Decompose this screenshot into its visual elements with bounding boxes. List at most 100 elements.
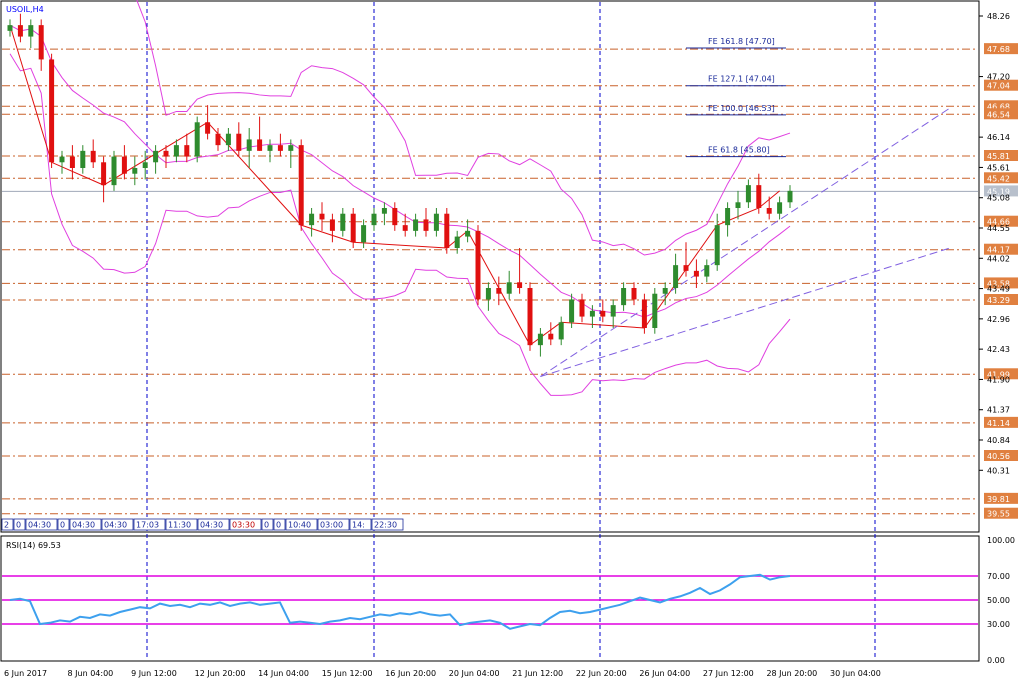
candle[interactable]: [288, 145, 294, 151]
candle[interactable]: [589, 310, 595, 317]
candle[interactable]: [537, 333, 543, 346]
session-box[interactable]: [285, 518, 318, 531]
candle[interactable]: [7, 25, 13, 31]
candle[interactable]: [121, 156, 127, 174]
rsi-line[interactable]: [9, 573, 791, 630]
session-box[interactable]: [69, 518, 102, 531]
session-box[interactable]: [273, 518, 286, 531]
candle[interactable]: [444, 213, 450, 248]
candle[interactable]: [132, 168, 138, 174]
candle[interactable]: [610, 305, 616, 317]
candle[interactable]: [111, 156, 117, 186]
candle[interactable]: [641, 299, 647, 328]
session-box[interactable]: [317, 518, 350, 531]
candle[interactable]: [548, 333, 554, 340]
candle[interactable]: [277, 145, 283, 151]
candle[interactable]: [766, 208, 772, 214]
candle[interactable]: [49, 59, 55, 163]
session-box[interactable]: [133, 518, 166, 531]
candle[interactable]: [704, 265, 710, 277]
session-box[interactable]: [1, 518, 14, 531]
candle[interactable]: [28, 25, 34, 37]
candle[interactable]: [693, 270, 699, 277]
candle[interactable]: [558, 322, 564, 340]
candle[interactable]: [662, 288, 668, 294]
candle[interactable]: [465, 230, 471, 237]
candle[interactable]: [600, 310, 606, 317]
candle[interactable]: [309, 213, 315, 226]
candle[interactable]: [673, 265, 679, 288]
candle[interactable]: [298, 145, 304, 226]
candle[interactable]: [527, 288, 533, 346]
candle[interactable]: [90, 150, 96, 163]
candle[interactable]: [225, 133, 231, 146]
candle[interactable]: [319, 213, 325, 220]
candle[interactable]: [569, 299, 575, 323]
candle[interactable]: [371, 213, 377, 226]
candle[interactable]: [725, 208, 731, 226]
candle[interactable]: [329, 219, 335, 231]
session-box[interactable]: [371, 518, 404, 531]
candle[interactable]: [392, 208, 398, 226]
candle[interactable]: [485, 288, 491, 300]
candle[interactable]: [163, 150, 169, 157]
session-box[interactable]: [57, 518, 70, 531]
candle[interactable]: [777, 202, 783, 214]
candle[interactable]: [153, 150, 159, 163]
candle[interactable]: [517, 282, 523, 288]
candle[interactable]: [579, 299, 585, 317]
candle[interactable]: [205, 122, 211, 134]
candle[interactable]: [506, 282, 512, 294]
candle[interactable]: [756, 185, 762, 208]
rsi-panel[interactable]: [0, 535, 980, 662]
candle[interactable]: [745, 185, 751, 203]
session-box[interactable]: [349, 518, 372, 531]
candle[interactable]: [142, 162, 148, 168]
session-box[interactable]: [261, 518, 274, 531]
candle[interactable]: [496, 288, 502, 294]
price-tick-label: 40.84: [987, 436, 1010, 445]
candle[interactable]: [17, 25, 23, 37]
candle[interactable]: [361, 225, 367, 243]
session-box[interactable]: [25, 518, 58, 531]
price-tick-label: 41.37: [987, 406, 1010, 415]
candle[interactable]: [631, 288, 637, 300]
candle[interactable]: [433, 213, 439, 231]
candle[interactable]: [173, 145, 179, 157]
candle[interactable]: [683, 265, 689, 271]
candle[interactable]: [652, 293, 658, 328]
candle[interactable]: [236, 133, 242, 151]
candle[interactable]: [267, 145, 273, 151]
session-box[interactable]: [229, 518, 262, 531]
candle[interactable]: [215, 133, 221, 146]
session-box[interactable]: [13, 518, 26, 531]
candle[interactable]: [350, 213, 356, 243]
candle[interactable]: [38, 25, 44, 60]
candle[interactable]: [475, 230, 481, 300]
candle[interactable]: [194, 122, 200, 157]
candle[interactable]: [787, 190, 793, 203]
price-panel[interactable]: [0, 0, 980, 533]
candle[interactable]: [59, 156, 65, 163]
session-box-label: 0: [264, 521, 269, 530]
candle[interactable]: [423, 219, 429, 231]
candle[interactable]: [621, 288, 627, 306]
candle[interactable]: [80, 150, 86, 168]
session-box[interactable]: [101, 518, 134, 531]
candle[interactable]: [735, 202, 741, 208]
candle[interactable]: [69, 156, 75, 168]
trend-channel-upper[interactable]: [540, 107, 951, 377]
candle[interactable]: [413, 219, 419, 231]
candle[interactable]: [257, 139, 263, 151]
candle[interactable]: [184, 145, 190, 157]
candle[interactable]: [714, 225, 720, 266]
session-box[interactable]: [165, 518, 198, 531]
candle[interactable]: [340, 213, 346, 231]
candle[interactable]: [101, 162, 107, 186]
candle[interactable]: [246, 139, 252, 151]
session-box[interactable]: [197, 518, 230, 531]
candle[interactable]: [454, 236, 460, 248]
candle[interactable]: [381, 208, 387, 214]
candle[interactable]: [402, 225, 408, 231]
